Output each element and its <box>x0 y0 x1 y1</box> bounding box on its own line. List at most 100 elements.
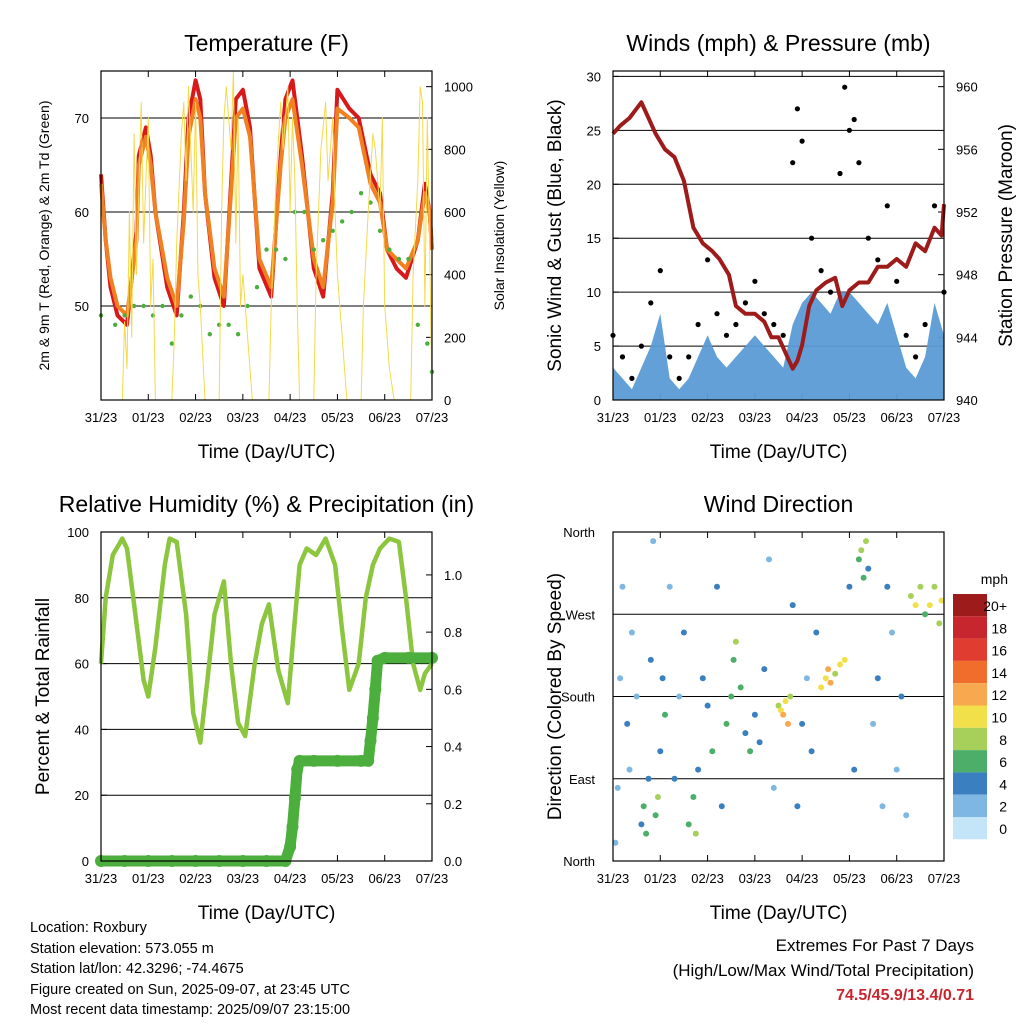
colorbar-swatch <box>953 727 987 751</box>
x-axis-label: Time (Day/UTC) <box>710 442 848 463</box>
gust-point <box>809 235 815 241</box>
plot-frame <box>100 70 433 401</box>
direction-point <box>799 720 806 727</box>
y-tick-label: North <box>563 854 595 869</box>
x-tick-label: 06/23 <box>368 871 401 886</box>
y-tick-label: 30 <box>587 69 601 84</box>
2m-td-point <box>169 341 175 346</box>
x-tick-label: 06/23 <box>880 871 913 886</box>
colorbar-label: 2 <box>999 799 1007 815</box>
direction-point <box>898 693 905 700</box>
y-tick-label: 50 <box>75 299 89 314</box>
x-tick-label: 04/23 <box>274 871 307 886</box>
x-tick-label: 31/23 <box>85 410 118 425</box>
direction-point <box>662 711 668 718</box>
x-tick-label: 04/23 <box>786 871 819 886</box>
plot-frame <box>100 531 433 862</box>
2m-td-point <box>321 238 326 243</box>
panel-title: Winds (mph) & Pressure (mb) <box>626 30 930 56</box>
direction-point <box>633 693 640 700</box>
direction-point <box>640 803 647 810</box>
y-tick-label: 60 <box>75 657 89 672</box>
direction-point <box>714 583 720 590</box>
direction-point <box>654 794 661 800</box>
y-axis-label: Percent & Total Rainfall <box>33 598 54 795</box>
y2-tick-label: 0 <box>444 393 451 408</box>
direction-point <box>761 666 768 673</box>
y-axis-label: 2m & 9m T (Red, Orange) & 2m Td (Green) <box>36 101 52 371</box>
x-tick-label: 03/23 <box>739 410 772 425</box>
x-tick-label: 05/23 <box>833 410 866 425</box>
panel-title: Relative Humidity (%) & Precipitation (i… <box>59 491 474 517</box>
2m-td-point <box>311 247 316 252</box>
y-tick-label: 40 <box>75 722 89 737</box>
direction-point <box>884 583 891 590</box>
gust-point <box>894 278 900 284</box>
gust-point <box>780 332 786 338</box>
station-pressure-line <box>611 100 946 371</box>
direction-point <box>818 684 825 691</box>
direction-point <box>650 538 657 545</box>
colorbar-title: mph <box>981 571 1008 587</box>
direction-point <box>931 583 938 590</box>
direction-point <box>676 693 683 700</box>
direction-point <box>865 565 872 572</box>
direction-point <box>787 693 794 700</box>
direction-point <box>879 803 886 810</box>
extremes-box: Extremes For Past 7 Days (High/Low/Max W… <box>673 933 974 1008</box>
direction-point <box>647 656 654 663</box>
x-tick-label: 31/23 <box>597 410 630 425</box>
gust-point <box>638 343 645 349</box>
2m-td-point <box>377 228 383 233</box>
colorbar-label: 14 <box>991 665 1007 681</box>
direction-point <box>794 803 801 810</box>
direction-point <box>841 656 848 663</box>
gust-point <box>875 257 881 263</box>
colorbar-label: 16 <box>991 643 1007 659</box>
gust-point <box>922 321 928 328</box>
direction-point <box>671 775 678 782</box>
colorbar-label: 0 <box>999 821 1007 837</box>
gust-point <box>733 321 739 328</box>
gust-point <box>761 311 767 317</box>
direction-point <box>858 547 865 554</box>
direction-point <box>775 702 782 709</box>
plot-frame <box>612 531 945 862</box>
relative-humidity-line <box>98 536 434 745</box>
direction-point <box>782 698 789 705</box>
direction-point <box>922 611 929 618</box>
created-text: Figure created on Sun, 2025-09-07, at 23… <box>30 981 350 998</box>
colorbar-swatch <box>953 705 987 728</box>
direction-point <box>617 675 624 682</box>
direction-point <box>837 661 843 668</box>
2m-td-point <box>340 219 345 224</box>
x-tick-label: 07/23 <box>416 410 449 425</box>
x-axis-label: Time (Day/UTC) <box>710 903 848 924</box>
gust-point <box>714 311 720 317</box>
2m-td-point <box>283 256 288 262</box>
direction-point <box>626 766 633 773</box>
colorbar-swatch <box>953 638 987 661</box>
colorbar-swatch <box>953 660 987 684</box>
gust-point <box>884 203 890 209</box>
direction-point <box>624 720 631 727</box>
colorbar-swatch <box>953 683 987 706</box>
y2-tick-label: 0.2 <box>444 797 462 812</box>
y-axis-label: Direction (Colored By Speed) <box>545 573 566 820</box>
gust-point <box>818 268 824 274</box>
x-tick-label: 01/23 <box>132 871 165 886</box>
solar-insolation-line <box>101 70 433 401</box>
precipitation-point <box>288 792 301 805</box>
panel-title: Wind Direction <box>704 491 854 517</box>
precipitation-point <box>362 754 375 767</box>
direction-point <box>936 620 943 627</box>
2m-td-point <box>302 209 307 215</box>
colorbar-swatch <box>953 817 987 840</box>
direction-point <box>926 602 933 609</box>
x-tick-label: 02/23 <box>179 410 212 425</box>
gust-point <box>846 127 853 133</box>
direction-point <box>756 739 763 746</box>
gust-point <box>842 84 848 90</box>
x-tick-label: 04/23 <box>786 410 819 425</box>
direction-point <box>766 556 772 563</box>
